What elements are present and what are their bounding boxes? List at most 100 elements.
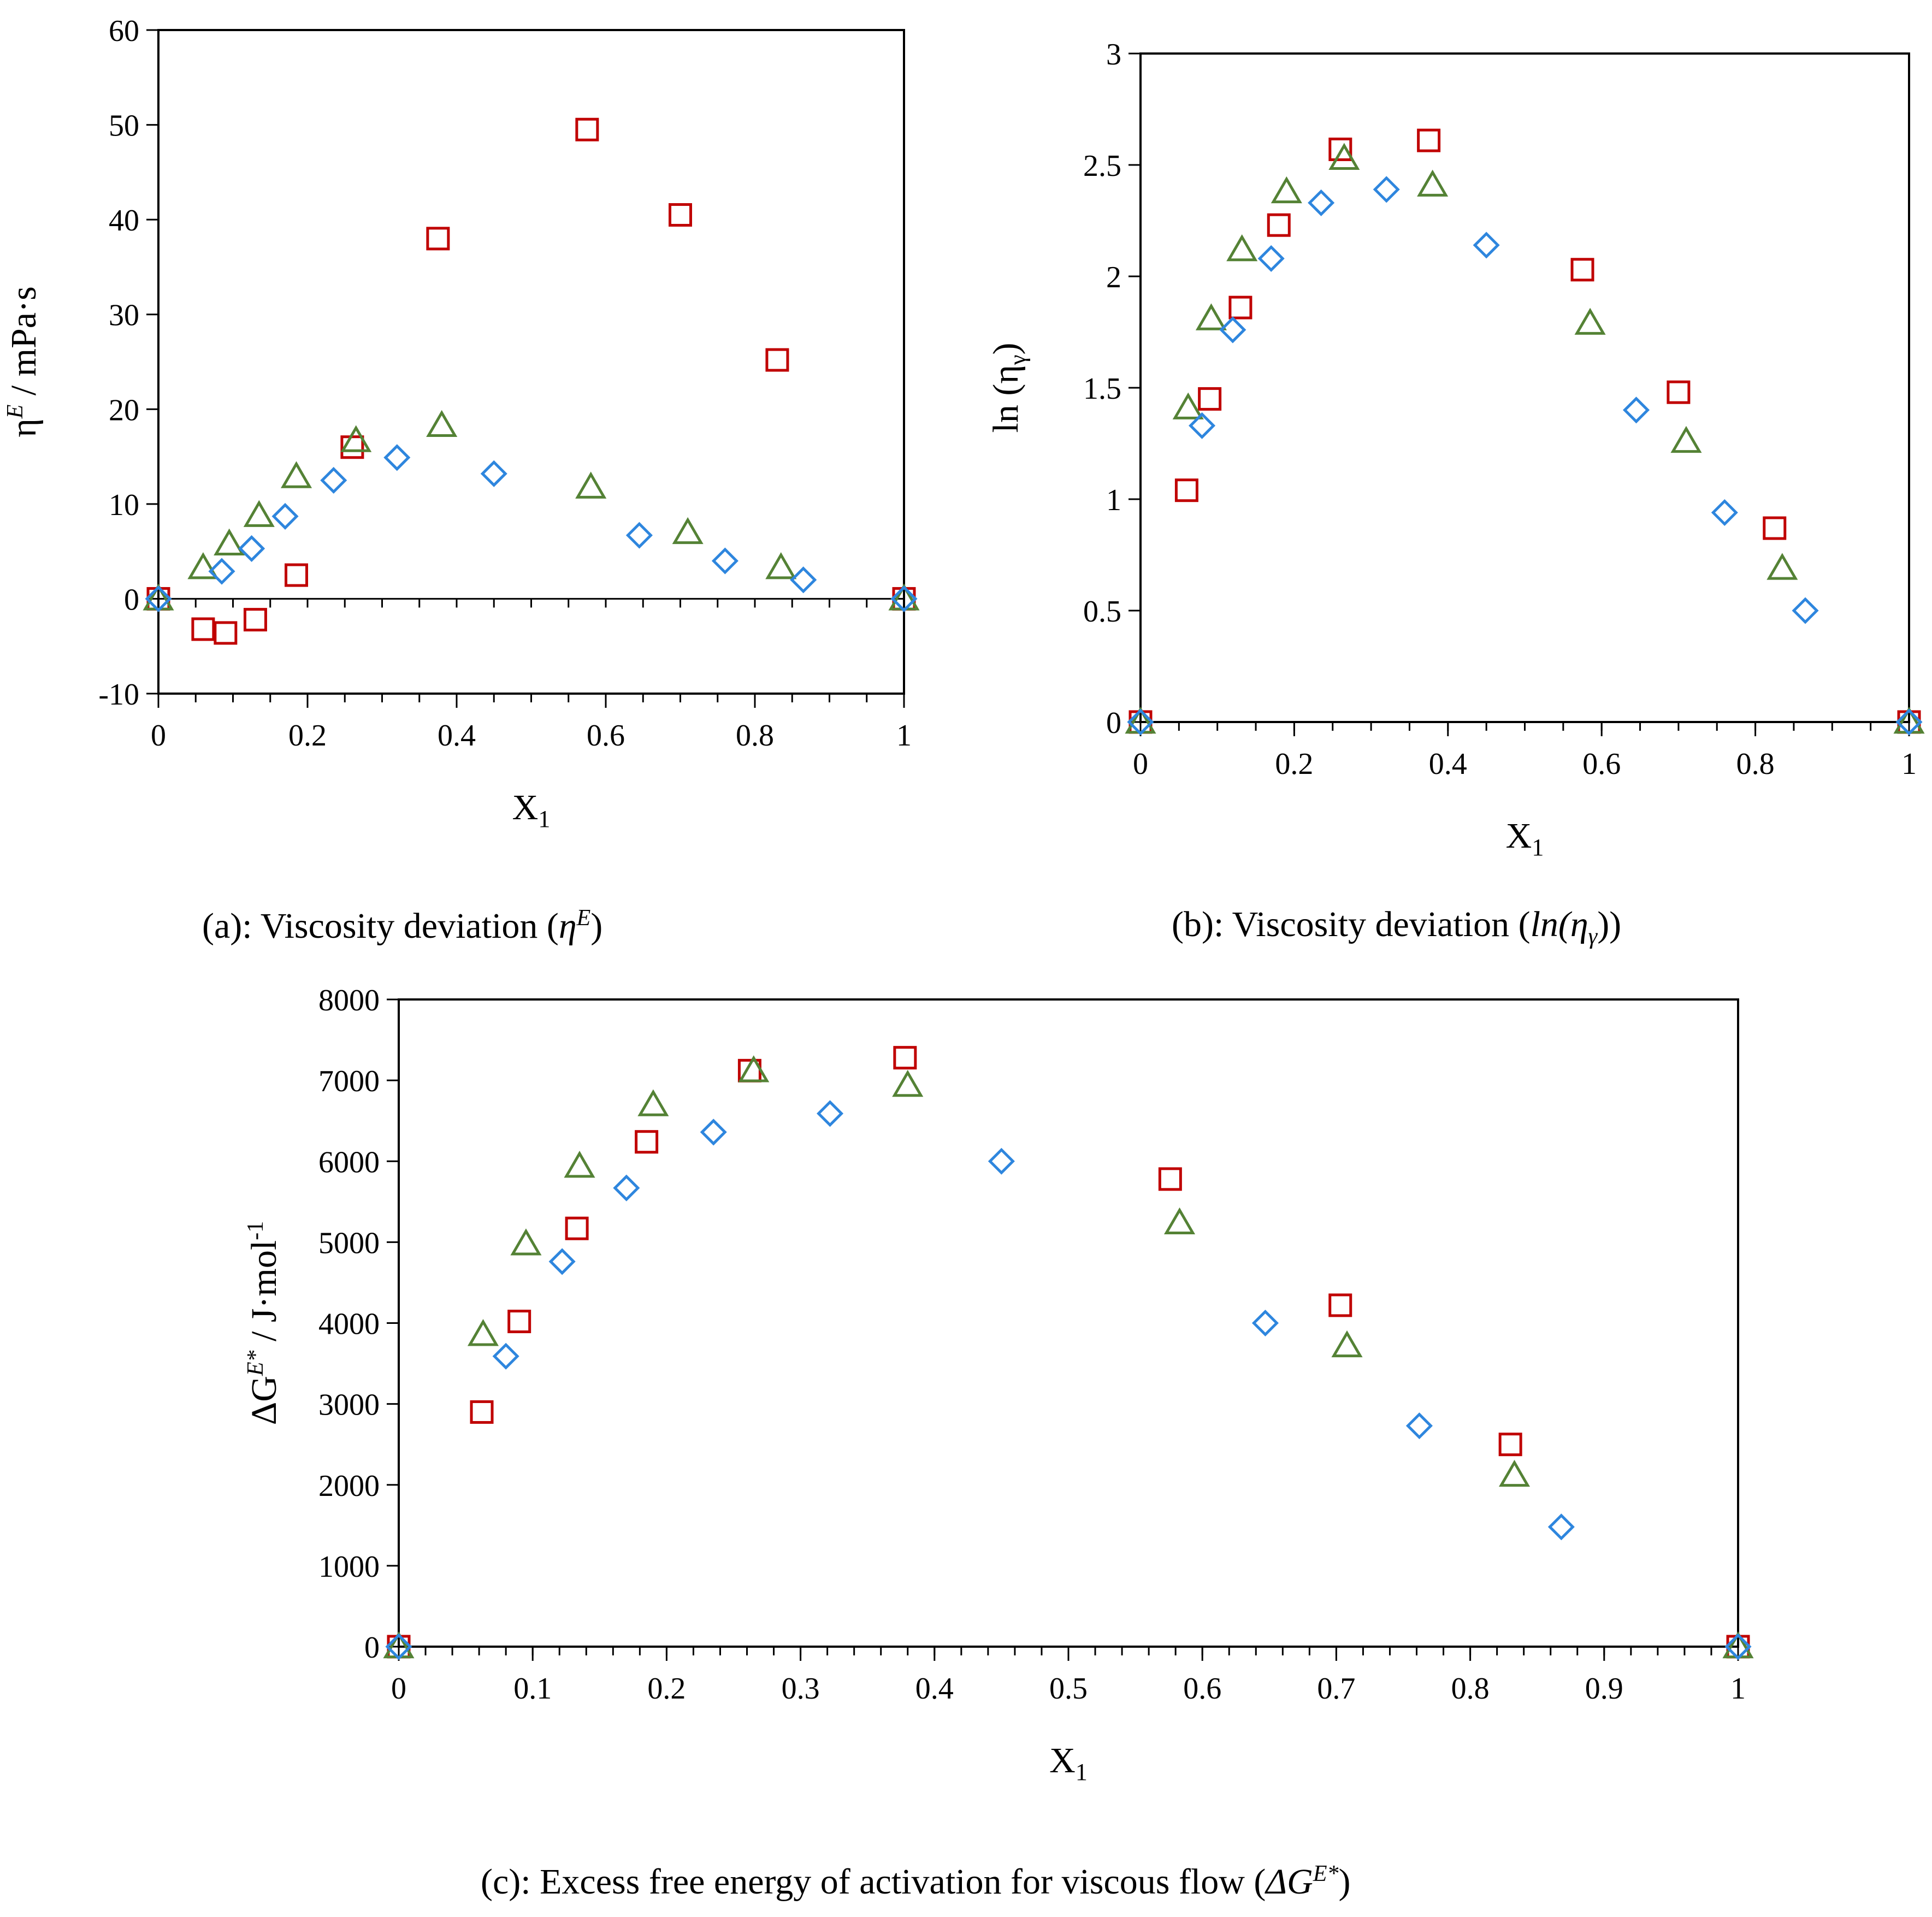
x-tick-label: 0.3 (782, 1672, 820, 1706)
y-axis-title: ΔGE* / J·mol-1 (243, 1221, 284, 1425)
y-tick-label: 4000 (318, 1307, 380, 1341)
series-diamond-blue-point-7 (1251, 1309, 1279, 1337)
series-triangle-green-point-7 (1163, 1207, 1196, 1235)
y-axis-title-superscript: E* (243, 1350, 268, 1376)
series-square-red-point-2 (1198, 387, 1222, 411)
series-diamond-blue-point-9 (1792, 597, 1819, 624)
caption-a-symbol: η (558, 906, 577, 946)
y-tick-label: 20 (109, 393, 139, 427)
y-tick-label: 3 (1106, 38, 1121, 72)
series-diamond-blue-point-10 (1724, 1633, 1752, 1660)
x-tick-label: 0.1 (513, 1672, 552, 1706)
series-diamond-blue-point-10 (1895, 708, 1923, 736)
x-tick-label: 0.4 (1429, 747, 1467, 781)
series-diamond-blue-point-6 (988, 1147, 1015, 1175)
series-triangle-green-point-4 (280, 461, 312, 488)
series-triangle-green-point-2 (510, 1228, 542, 1256)
x-tick-label: 0.8 (736, 719, 774, 753)
caption-a: (a): Viscosity deviation (ηE) (202, 907, 602, 944)
series-diamond-blue-point-5 (383, 444, 411, 471)
caption-a-text: (a): Viscosity deviation ( (202, 906, 559, 946)
series-square-red-point-7 (575, 117, 599, 141)
y-tick-label: 6000 (318, 1145, 380, 1179)
x-axis-title-subscript: 1 (1532, 834, 1544, 861)
series-diamond-blue-point-4 (700, 1119, 727, 1146)
series-diamond-blue-point-6 (480, 460, 507, 487)
series-triangle-green-point-4 (1271, 176, 1302, 204)
series-triangle-green-point-3 (243, 500, 275, 527)
caption-c-superscript: E* (1313, 1861, 1339, 1886)
series-square-red-point-3 (565, 1216, 589, 1240)
x-tick-label: 0.6 (1582, 747, 1621, 781)
y-tick-label: 2.5 (1083, 149, 1121, 183)
y-axis-title: ln (ηγ) (986, 343, 1031, 433)
x-tick-label: 0.9 (1585, 1672, 1623, 1706)
series-diamond-blue-point-1 (1189, 412, 1216, 439)
series-diamond-blue-point-3 (613, 1174, 640, 1202)
series-square-red-point-6 (426, 227, 450, 251)
y-axis-title-main: ln (η (986, 365, 1026, 433)
caption-a-superscript: E (576, 906, 591, 931)
series-triangle-green (143, 410, 920, 611)
series-diamond-blue-point-4 (1308, 189, 1335, 216)
x-tick-label: 0.6 (1183, 1672, 1221, 1706)
chart-viscosity-deviation: 0 0.2 0.4 0.6 0.8 1 -10 0 10 20 30 40 50 60 X1 ηE / mPa… (3, 14, 920, 832)
series-diamond-blue-point-3 (1257, 245, 1285, 272)
series-triangle-green-point-1 (1172, 392, 1204, 419)
series-triangle-green-point-5 (340, 425, 372, 452)
y-axis-title-subscript: γ (1006, 355, 1031, 366)
series-diamond-blue (1127, 176, 1923, 736)
y-axis-title-superscript: E (3, 405, 28, 419)
series-diamond-blue-point-0 (145, 585, 172, 612)
series-square-red-point-8 (1328, 1293, 1352, 1317)
series-triangle-green-point-9 (765, 552, 797, 579)
series-triangle-green-point-1 (467, 1319, 499, 1346)
series-triangle-green-point-9 (1766, 553, 1798, 580)
series-triangle-green-point-5 (738, 1055, 770, 1082)
y-tick-label: 40 (109, 204, 139, 238)
series-diamond-blue (145, 444, 918, 612)
series-triangle-green-point-4 (637, 1089, 669, 1116)
series-triangle-green-point-5 (1328, 143, 1360, 170)
series-square-red-point-1 (191, 617, 215, 641)
y-tick-label: -10 (98, 678, 139, 712)
series-square-red-point-3 (243, 608, 267, 632)
caption-b-close: )) (1597, 904, 1622, 944)
x-tick-label: 0.6 (587, 719, 625, 753)
y-tick-label: 5000 (318, 1226, 380, 1260)
series-square-red-point-9 (1498, 1433, 1522, 1457)
series-triangle-green-point-2 (1195, 303, 1227, 330)
series-diamond-blue-point-1 (492, 1342, 519, 1370)
y-tick-label: 2000 (318, 1469, 380, 1503)
series-triangle-green-point-2 (214, 528, 245, 555)
x-tick-label: 0.2 (1275, 747, 1313, 781)
plot-frame (1139, 52, 1910, 723)
y-tick-label: 7000 (318, 1064, 380, 1098)
series-square-red-point-4 (1267, 213, 1291, 237)
x-tick-label: 0.4 (438, 719, 476, 753)
series-triangle-green-point-6 (1417, 169, 1449, 197)
series-diamond-blue (385, 1100, 1752, 1660)
x-tick-label: 0.4 (915, 1672, 954, 1706)
y-tick-label: 0 (124, 583, 139, 617)
series-diamond-blue-point-9 (790, 566, 817, 594)
series-diamond-blue-point-0 (1127, 708, 1154, 736)
series-triangle-green-point-6 (892, 1069, 924, 1097)
y-axis-title-main: η (4, 418, 44, 437)
y-axis-title-superscript-2: -1 (243, 1221, 268, 1240)
series-square-red-point-9 (765, 348, 789, 372)
y-tick-label: 1000 (318, 1550, 380, 1584)
y-tick-label: 60 (109, 14, 139, 48)
chart-excess-free-energy: 0 0.1 0.2 0.3 0.4 0.5 0.6 0.7 0.8 0.9 1 0 1000 2000 30… (243, 984, 1754, 1785)
plot-frame (398, 998, 1739, 1648)
series-triangle-green-point-8 (672, 517, 704, 545)
series-square-red-point-1 (470, 1400, 494, 1424)
series-square-red (387, 1046, 1750, 1659)
x-tick-label: 0 (1133, 747, 1148, 781)
y-tick-label: 1.5 (1083, 372, 1121, 406)
series-diamond-blue-point-9 (1547, 1513, 1575, 1541)
series-diamond-blue-point-6 (1473, 232, 1500, 259)
x-axis-title: X1 (512, 788, 551, 832)
y-axis-title: ηE / mPa·s (3, 286, 44, 437)
series-triangle-green-point-3 (1226, 234, 1258, 262)
